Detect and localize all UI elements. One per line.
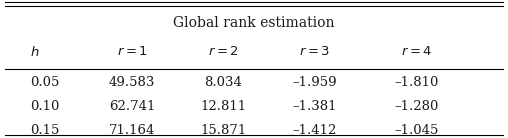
- Text: 0.15: 0.15: [30, 124, 60, 137]
- Text: 62.741: 62.741: [109, 100, 155, 113]
- Text: $r = 2$: $r = 2$: [208, 45, 239, 58]
- Text: $r = 3$: $r = 3$: [299, 45, 331, 58]
- Text: –1.810: –1.810: [394, 76, 439, 89]
- Text: –1.959: –1.959: [293, 76, 337, 89]
- Text: 12.811: 12.811: [201, 100, 246, 113]
- Text: 0.10: 0.10: [30, 100, 60, 113]
- Text: $r = 1$: $r = 1$: [117, 45, 147, 58]
- Text: Global rank estimation: Global rank estimation: [173, 16, 335, 30]
- Text: –1.045: –1.045: [394, 124, 439, 137]
- Text: –1.381: –1.381: [293, 100, 337, 113]
- Text: $r = 4$: $r = 4$: [401, 45, 432, 58]
- Text: 71.164: 71.164: [109, 124, 155, 137]
- Text: –1.412: –1.412: [293, 124, 337, 137]
- Text: –1.280: –1.280: [394, 100, 439, 113]
- Text: 0.05: 0.05: [30, 76, 60, 89]
- Text: 49.583: 49.583: [109, 76, 155, 89]
- Text: $h$: $h$: [30, 45, 40, 59]
- Text: 15.871: 15.871: [200, 124, 247, 137]
- Text: 8.034: 8.034: [205, 76, 242, 89]
